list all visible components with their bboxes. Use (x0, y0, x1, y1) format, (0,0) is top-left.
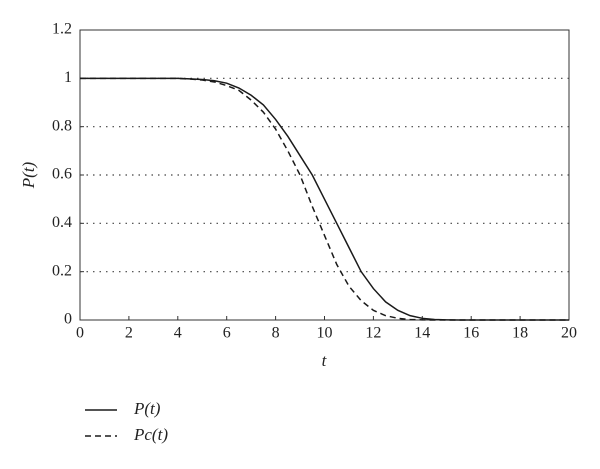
x-axis-label: t (322, 351, 328, 370)
y-tick-label: 0 (64, 311, 72, 328)
y-tick-label: 1.2 (52, 21, 72, 38)
y-tick-label: 0.4 (52, 214, 72, 231)
legend-label: Pc(t) (133, 425, 168, 444)
x-tick-label: 10 (317, 325, 333, 342)
x-tick-label: 6 (223, 325, 231, 342)
x-tick-label: 12 (365, 325, 381, 342)
x-tick-label: 20 (561, 325, 577, 342)
y-tick-label: 0.2 (52, 262, 72, 279)
data-line (80, 77, 569, 321)
x-tick-label: 14 (414, 325, 430, 342)
y-tick-label: 1 (64, 69, 72, 86)
x-tick-label: 2 (125, 325, 133, 342)
x-tick-label: 18 (512, 325, 528, 342)
y-tick-label: 0.6 (52, 166, 72, 183)
plot-frame (79, 29, 570, 321)
legend-label: P(t) (133, 399, 161, 418)
x-tick-label: 4 (174, 325, 182, 342)
y-axis-label: P(t) (19, 161, 38, 189)
y-tick-label: 0.8 (52, 117, 72, 134)
x-tick-label: 16 (463, 325, 479, 342)
x-tick-label: 0 (76, 325, 84, 342)
x-tick-label: 8 (272, 325, 280, 342)
data-line (80, 77, 569, 321)
